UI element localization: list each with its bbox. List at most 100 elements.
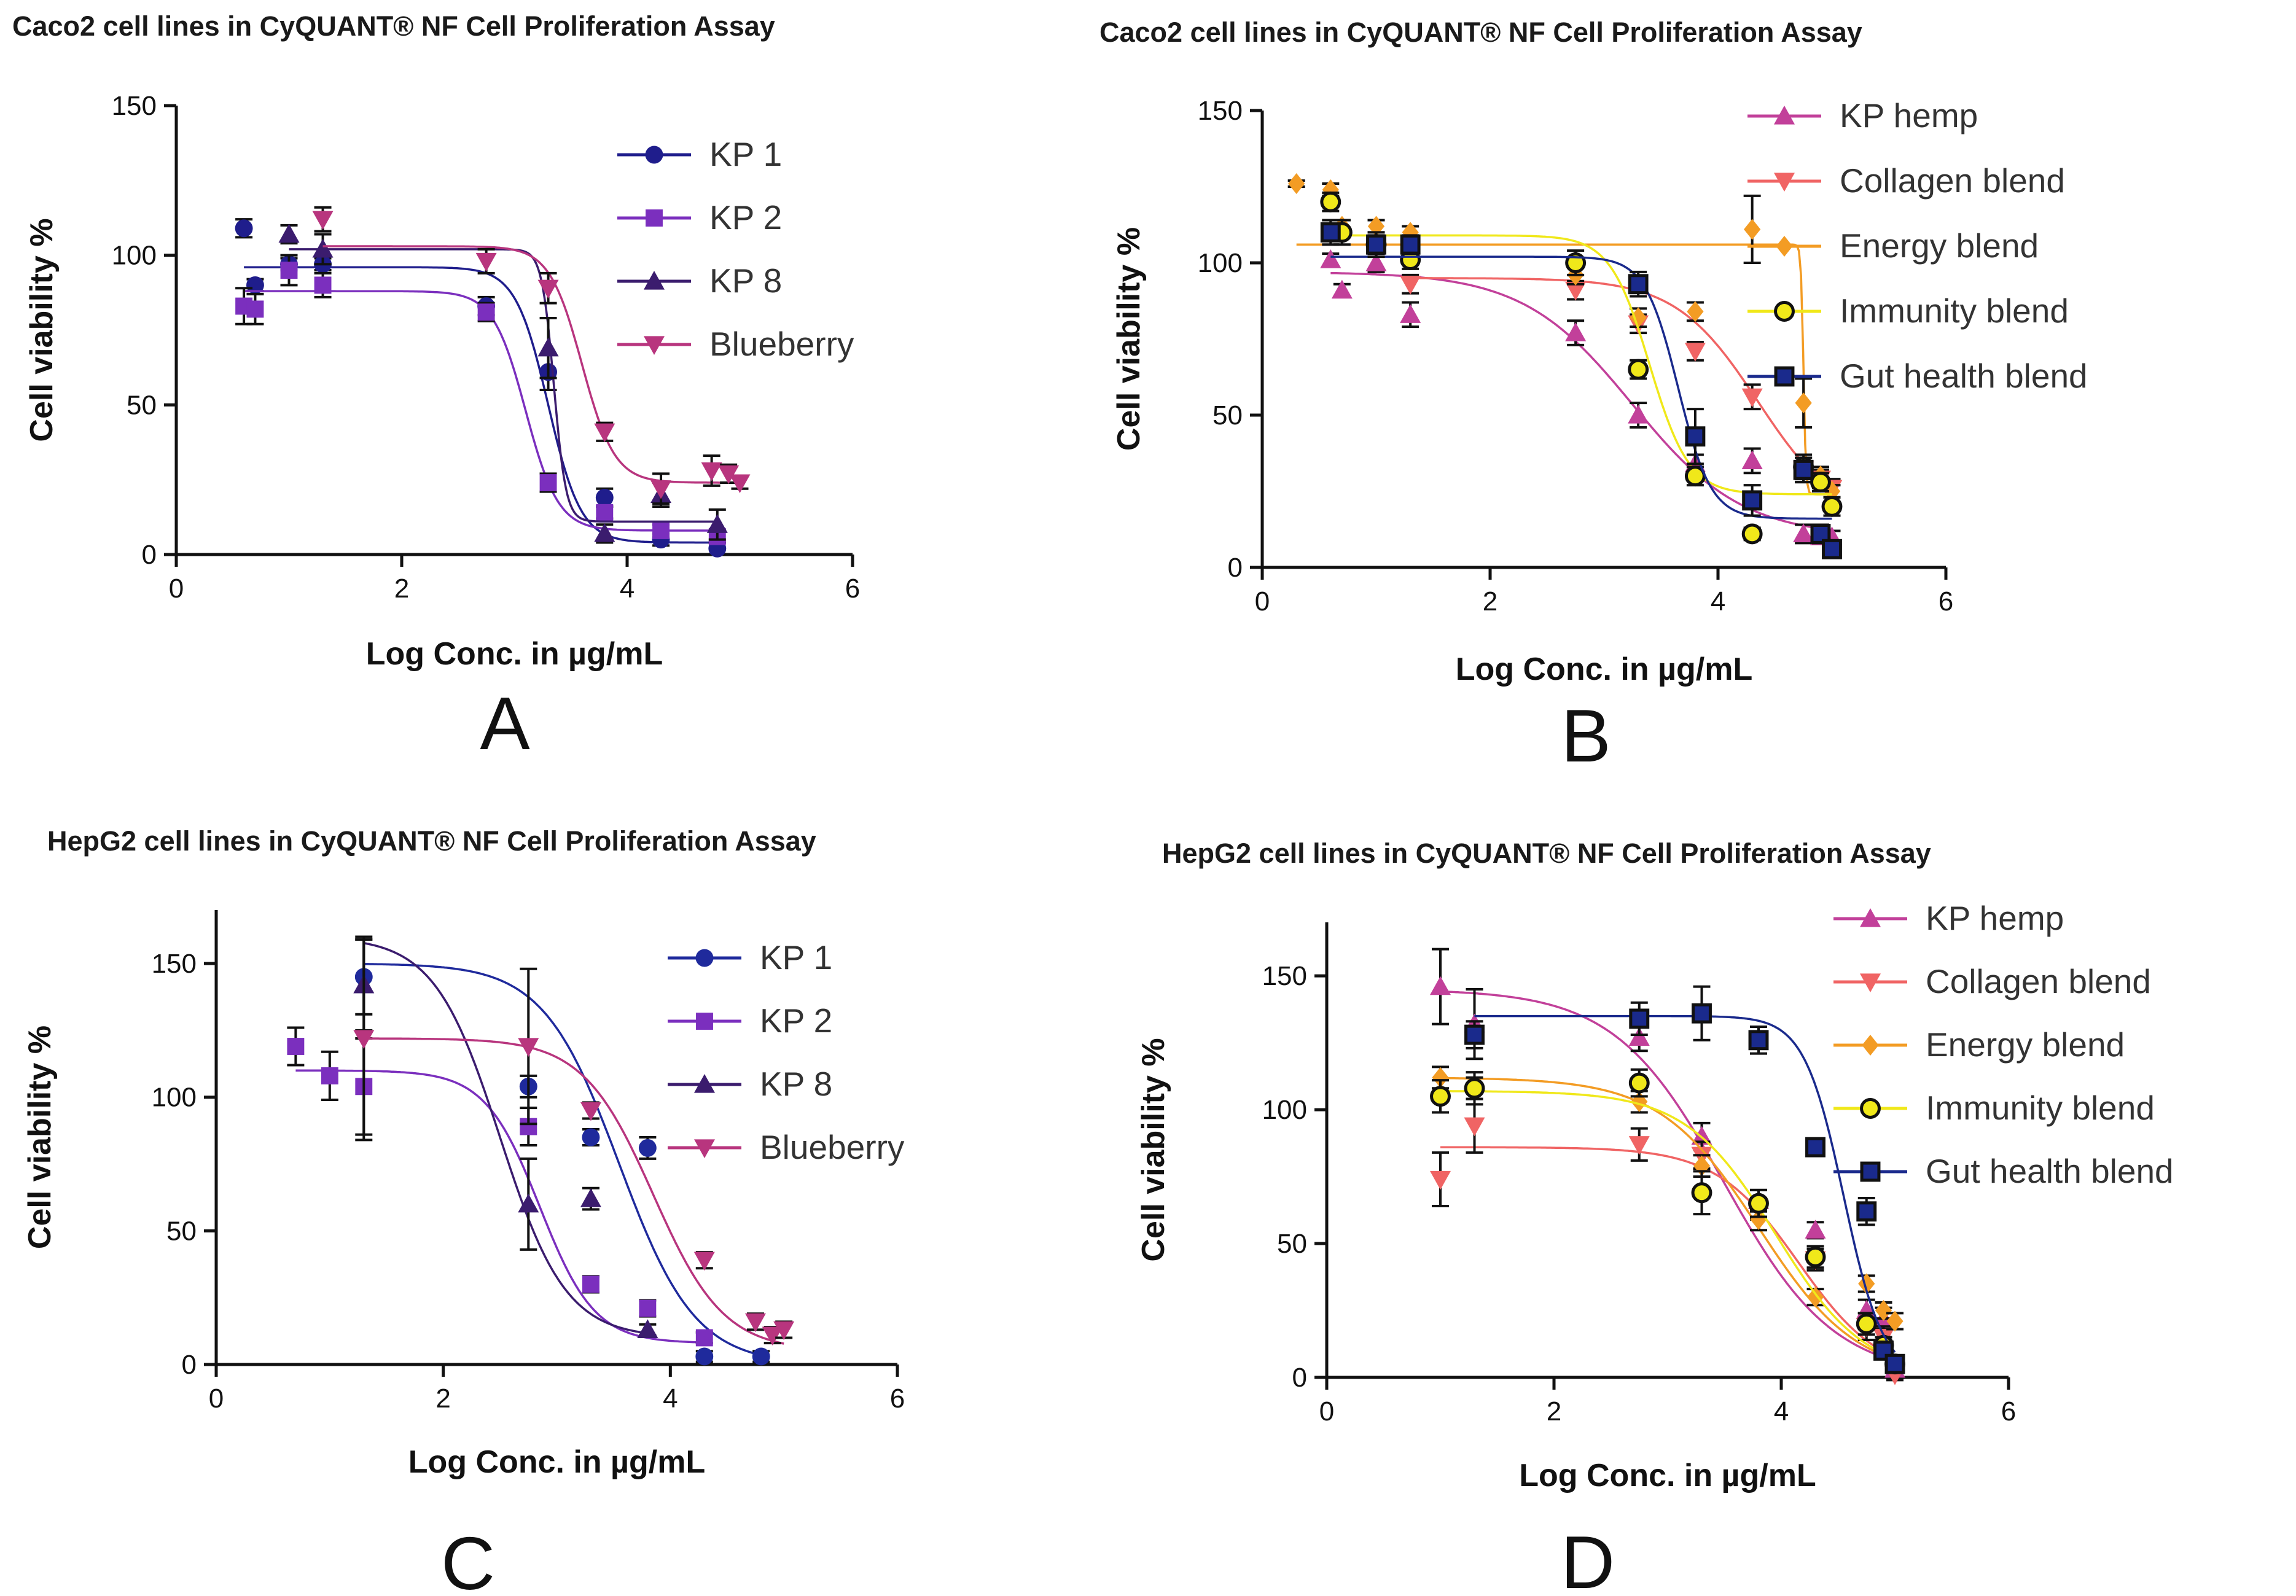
data-point	[1320, 191, 1341, 212]
x-tick-label: 6	[890, 1384, 905, 1414]
data-point	[1822, 539, 1842, 559]
series-2: Energy blend	[1432, 1026, 2125, 1361]
series-1: KP 2	[235, 198, 782, 545]
fit-curve	[363, 941, 648, 1334]
y-tick-label: 0	[1228, 553, 1243, 583]
x-tick-label: 4	[663, 1384, 677, 1414]
legend-marker	[696, 1013, 713, 1030]
panel-label: B	[1561, 694, 1611, 777]
data-point	[773, 1321, 795, 1341]
data-point	[594, 423, 615, 443]
legend-label: Blueberry	[760, 1128, 905, 1166]
data-point	[278, 224, 300, 243]
x-tick-label: 4	[1774, 1396, 1789, 1427]
legend-marker	[694, 1074, 715, 1093]
data-point	[594, 523, 615, 542]
data-point	[1430, 1086, 1451, 1107]
data-point	[1565, 282, 1587, 301]
data-point	[1685, 426, 1706, 447]
data-point	[1629, 1008, 1650, 1029]
y-tick-label: 150	[152, 949, 197, 979]
chart-panel-d: HepG2 cell lines in CyQUANT® NF Cell Pro…	[1136, 838, 2174, 1596]
fit-curve	[1330, 255, 1832, 520]
legend-marker	[1860, 973, 1881, 992]
data-point	[1806, 1287, 1824, 1308]
data-point	[1628, 405, 1649, 424]
data-point	[1687, 301, 1704, 322]
x-tick-label: 2	[1547, 1396, 1561, 1427]
data-point	[1288, 173, 1305, 195]
legend-marker	[1774, 106, 1795, 125]
legend-marker	[695, 949, 714, 967]
data-point	[729, 474, 751, 494]
data-point	[1884, 1353, 1905, 1374]
legend-marker	[1774, 366, 1795, 387]
x-tick-label: 2	[1483, 586, 1497, 617]
legend-marker	[694, 1139, 715, 1158]
data-point	[1628, 1072, 1650, 1094]
data-point	[1630, 307, 1647, 329]
x-axis-label: Log Conc. in µg/mL	[366, 636, 663, 672]
data-point	[693, 1251, 715, 1271]
data-point	[1692, 1003, 1712, 1024]
legend-label: Collagen blend	[1926, 962, 2151, 1000]
data-point	[518, 1038, 539, 1057]
chart-panel-b: Caco2 cell lines in CyQUANT® NF Cell Pro…	[1099, 17, 2088, 777]
legend-marker	[645, 146, 663, 164]
y-tick-label: 100	[1262, 1095, 1307, 1125]
data-point	[477, 303, 495, 321]
data-point	[1741, 388, 1763, 408]
data-point	[580, 1188, 601, 1207]
series-2: KP 8	[278, 224, 782, 544]
data-point	[1748, 1030, 1769, 1051]
data-point	[1400, 276, 1421, 295]
data-point	[580, 1102, 601, 1121]
data-point	[582, 1128, 600, 1146]
data-point	[1691, 1126, 1712, 1145]
legend-label: Immunity blend	[1926, 1089, 2155, 1127]
y-tick-label: 150	[1198, 96, 1243, 126]
fit-curve	[1474, 1014, 1896, 1353]
y-tick-label: 50	[166, 1216, 197, 1246]
fit-curve	[364, 963, 762, 1357]
series-1: KP 2	[287, 1002, 832, 1347]
y-tick-label: 150	[1262, 961, 1307, 991]
data-point	[518, 1193, 539, 1213]
data-point	[637, 1319, 658, 1339]
legend-marker	[644, 336, 665, 355]
x-tick-label: 0	[209, 1384, 224, 1414]
data-point	[1320, 222, 1341, 243]
legend-label: Energy blend	[1840, 227, 2039, 265]
data-point	[314, 276, 332, 294]
fit-curve	[1440, 1146, 1896, 1358]
legend-label: KP hemp	[1840, 96, 1978, 134]
data-point	[1628, 1027, 1650, 1046]
y-tick-label: 100	[152, 1083, 197, 1113]
series-3: Blueberry	[353, 935, 905, 1346]
chart-title: HepG2 cell lines in CyQUANT® NF Cell Pro…	[47, 825, 816, 857]
series-2: KP 8	[353, 938, 832, 1339]
data-point	[1464, 1117, 1485, 1137]
panel-label: C	[441, 1522, 495, 1596]
data-point	[595, 488, 614, 507]
data-point	[287, 1038, 305, 1055]
chart-title: Caco2 cell lines in CyQUANT® NF Cell Pro…	[12, 10, 775, 42]
data-point	[1810, 524, 1831, 544]
legend-marker	[1774, 301, 1795, 322]
fit-curve	[289, 248, 717, 523]
y-tick-label: 100	[1198, 248, 1243, 278]
y-axis-label: Cell viability %	[1136, 1038, 1171, 1261]
data-point	[652, 522, 670, 539]
legend-label: KP 1	[709, 135, 782, 173]
y-tick-label: 0	[1292, 1363, 1307, 1393]
data-point	[246, 300, 264, 318]
x-tick-label: 6	[845, 574, 860, 604]
data-point	[762, 1326, 783, 1346]
x-tick-label: 0	[1319, 1396, 1334, 1427]
series-1: Collagen blend	[1430, 962, 2151, 1385]
data-point	[1464, 1024, 1485, 1045]
data-point	[744, 1313, 766, 1333]
series-3: Immunity blend	[1430, 1068, 2155, 1375]
data-point	[1742, 490, 1763, 511]
x-axis-label: Log Conc. in µg/mL	[1519, 1458, 1816, 1493]
